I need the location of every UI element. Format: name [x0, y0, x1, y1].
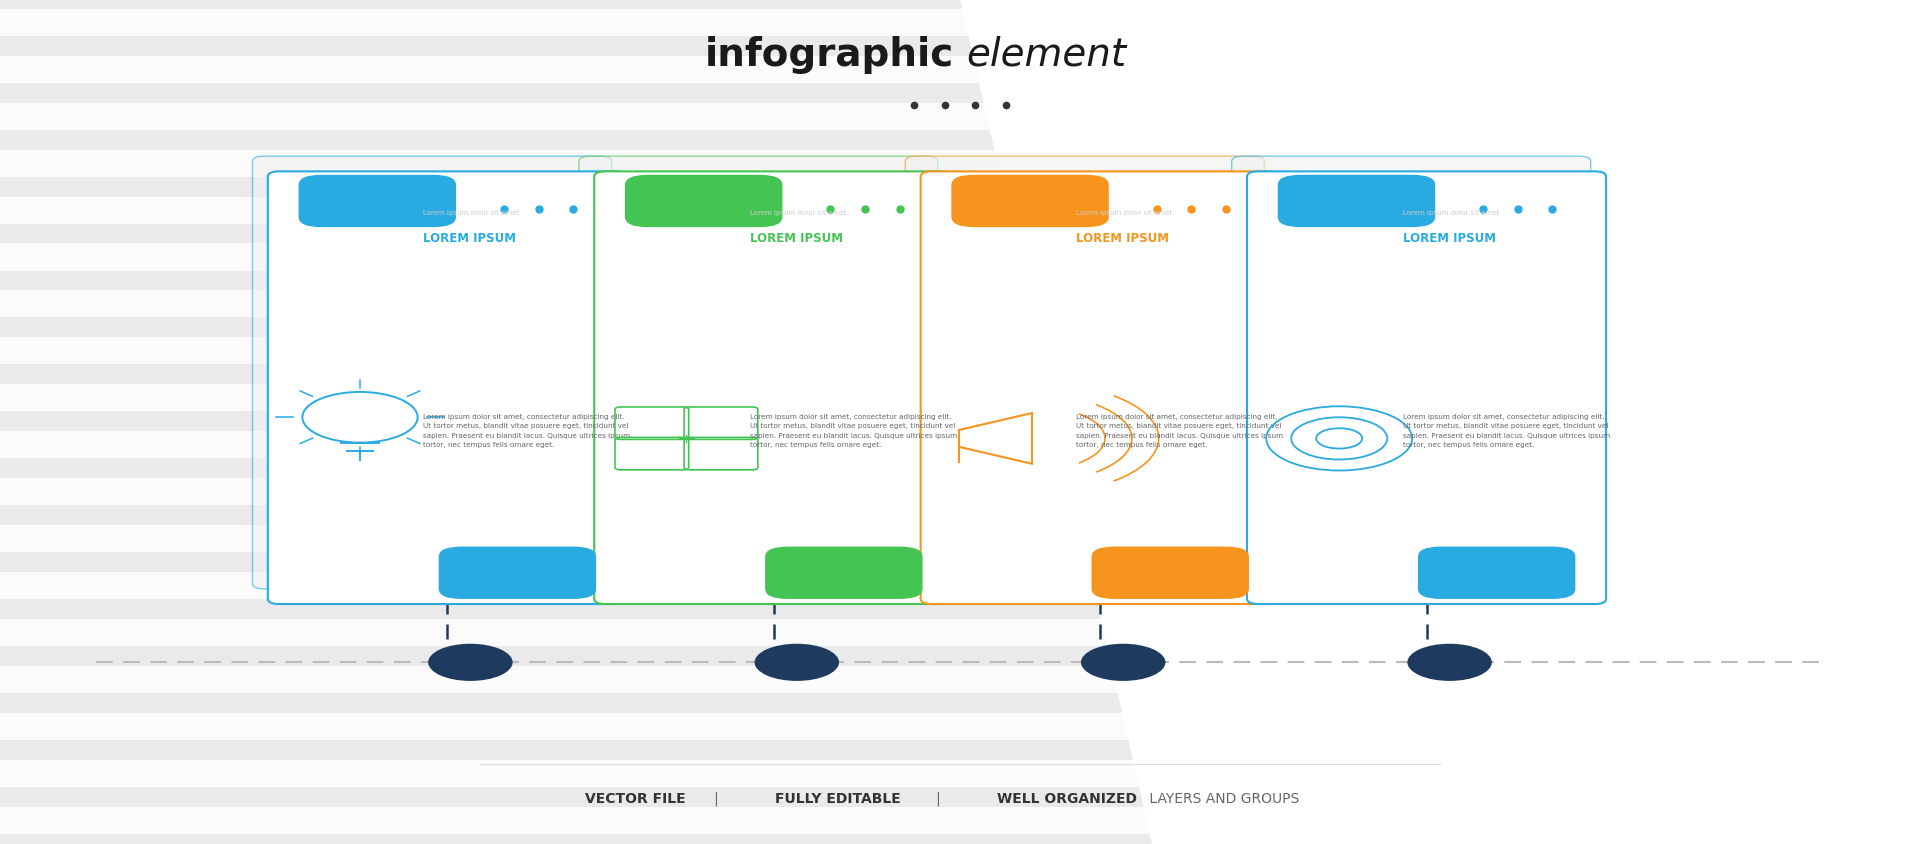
Text: Lorem ipsum dolor sit amet, consectetur adipiscing elit.
Ut tortor metus, blandi: Lorem ipsum dolor sit amet, consectetur …	[1075, 414, 1283, 447]
FancyBboxPatch shape	[950, 176, 1108, 228]
Bar	[0, 385, 1920, 412]
Text: Lorem ipsum dolor sit amet: Lorem ipsum dolor sit amet	[1402, 209, 1500, 216]
Bar	[0, 291, 1920, 318]
Bar	[0, 150, 1920, 177]
FancyBboxPatch shape	[920, 172, 1279, 604]
Bar	[0, 807, 1920, 834]
Text: LOREM IPSUM: LOREM IPSUM	[1402, 231, 1496, 245]
Text: WELL ORGANIZED: WELL ORGANIZED	[996, 791, 1137, 804]
Bar	[0, 244, 1920, 271]
FancyBboxPatch shape	[253, 157, 611, 589]
Text: FULLY EDITABLE: FULLY EDITABLE	[776, 791, 900, 804]
Bar	[0, 10, 1920, 37]
FancyBboxPatch shape	[438, 547, 595, 599]
FancyBboxPatch shape	[300, 176, 457, 228]
FancyBboxPatch shape	[764, 547, 922, 599]
Text: LOREM IPSUM: LOREM IPSUM	[1075, 231, 1169, 245]
Text: Lorem ipsum dolor sit amet, consectetur adipiscing elit.
Ut tortor metus, blandi: Lorem ipsum dolor sit amet, consectetur …	[424, 414, 630, 447]
Bar	[0, 760, 1920, 787]
FancyBboxPatch shape	[580, 157, 937, 589]
Bar	[0, 572, 1920, 599]
Bar	[0, 666, 1920, 693]
Circle shape	[1407, 644, 1492, 681]
FancyBboxPatch shape	[1248, 172, 1605, 604]
Text: |: |	[924, 790, 954, 805]
Text: LOREM IPSUM: LOREM IPSUM	[749, 231, 843, 245]
Circle shape	[1081, 644, 1165, 681]
Text: |: |	[701, 790, 732, 805]
FancyBboxPatch shape	[626, 176, 783, 228]
FancyBboxPatch shape	[595, 172, 952, 604]
FancyBboxPatch shape	[1233, 157, 1590, 589]
Bar	[0, 338, 1920, 365]
Bar	[0, 197, 1920, 225]
FancyBboxPatch shape	[1279, 176, 1434, 228]
FancyBboxPatch shape	[269, 172, 626, 604]
Bar	[0, 479, 1920, 506]
Text: VECTOR FILE: VECTOR FILE	[586, 791, 685, 804]
Polygon shape	[0, 0, 1152, 844]
Bar	[0, 432, 1920, 459]
Text: LOREM IPSUM: LOREM IPSUM	[424, 231, 516, 245]
Text: LAYERS AND GROUPS: LAYERS AND GROUPS	[1144, 791, 1300, 804]
Bar	[0, 713, 1920, 740]
Bar	[0, 57, 1920, 84]
Text: Lorem ipsum dolor sit amet, consectetur adipiscing elit.
Ut tortor metus, blandi: Lorem ipsum dolor sit amet, consectetur …	[1402, 414, 1609, 447]
Text: Lorem ipsum dolor sit amet: Lorem ipsum dolor sit amet	[749, 209, 847, 216]
Text: element: element	[966, 36, 1125, 73]
Circle shape	[428, 644, 513, 681]
Bar	[0, 104, 1920, 131]
Bar	[0, 619, 1920, 647]
Text: infographic: infographic	[705, 36, 954, 73]
Text: Lorem ipsum dolor sit amet: Lorem ipsum dolor sit amet	[1075, 209, 1173, 216]
FancyBboxPatch shape	[904, 157, 1263, 589]
Circle shape	[755, 644, 839, 681]
FancyBboxPatch shape	[1091, 547, 1248, 599]
FancyBboxPatch shape	[1417, 547, 1574, 599]
Text: Lorem ipsum dolor sit amet: Lorem ipsum dolor sit amet	[424, 209, 520, 216]
Text: Lorem ipsum dolor sit amet, consectetur adipiscing elit.
Ut tortor metus, blandi: Lorem ipsum dolor sit amet, consectetur …	[749, 414, 956, 447]
Bar	[0, 526, 1920, 553]
